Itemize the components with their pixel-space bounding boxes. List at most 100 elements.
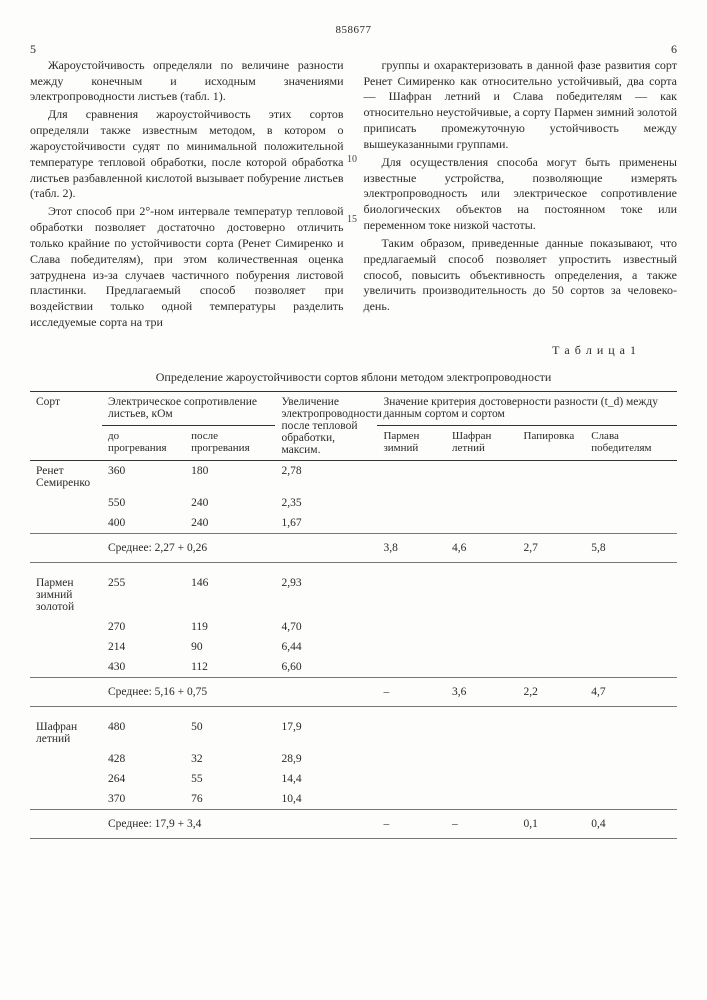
cell-value: 480 — [102, 706, 185, 749]
cell-value: 17,9 — [275, 706, 377, 749]
cell-crit — [377, 493, 446, 513]
cell-crit — [377, 789, 446, 809]
cell-value: 10,4 — [275, 789, 377, 809]
cell-crit — [446, 789, 517, 809]
cell-crit — [377, 637, 446, 657]
cell-sort — [30, 637, 102, 657]
cell-value: 55 — [185, 769, 275, 789]
cell-crit — [446, 706, 517, 749]
cell-crit: 4,7 — [585, 677, 677, 706]
cell-value: 255 — [102, 562, 185, 617]
cell-sort — [30, 769, 102, 789]
cell-crit — [446, 493, 517, 513]
cell-crit — [518, 706, 586, 749]
cell-value: 32 — [185, 749, 275, 769]
cell-crit — [377, 749, 446, 769]
right-column: 6 группы и охарактеризовать в данной фаз… — [364, 42, 678, 333]
cell-value: 270 — [102, 617, 185, 637]
cell-crit — [585, 769, 677, 789]
cell-crit — [377, 513, 446, 533]
cell-value: 240 — [185, 513, 275, 533]
table-row-average: Среднее: 5,16 + 0,75–3,62,24,7 — [30, 677, 677, 706]
cell-sort — [30, 513, 102, 533]
line-number-15: 15 — [347, 214, 357, 225]
cell-crit — [377, 769, 446, 789]
cell-value: 180 — [185, 460, 275, 493]
cell-crit — [446, 617, 517, 637]
cell-avg-label: Среднее: 17,9 + 3,4 — [102, 809, 275, 838]
line-number-10: 10 — [347, 154, 357, 165]
cell-avg-label: Среднее: 2,27 + 0,26 — [102, 533, 275, 562]
cell-crit: 0,4 — [585, 809, 677, 838]
cell-crit — [585, 789, 677, 809]
cell-crit — [377, 657, 446, 677]
cell-value: 2,93 — [275, 562, 377, 617]
cell-crit — [518, 460, 586, 493]
cell-value: 550 — [102, 493, 185, 513]
table-label: Т а б л и ц а 1 — [30, 343, 637, 358]
th-before: до прогревания — [102, 426, 185, 461]
cell-sort — [30, 657, 102, 677]
left-column: 5 Жароустойчивость определяли по величин… — [30, 42, 344, 333]
table-row: 2701194,70 — [30, 617, 677, 637]
table-row: 5502402,35 — [30, 493, 677, 513]
cell-crit — [518, 637, 586, 657]
cell-crit — [377, 706, 446, 749]
cell-value: 146 — [185, 562, 275, 617]
para: Жароустойчивость определяли по величине … — [30, 58, 344, 105]
cell-empty — [275, 533, 377, 562]
cell-empty — [275, 677, 377, 706]
cell-crit — [585, 637, 677, 657]
th-c2: Шафран летний — [446, 426, 517, 461]
cell-value: 240 — [185, 493, 275, 513]
th-inc: Увеличение электропроводности после тепл… — [275, 391, 377, 460]
table-row: Пармен зимний золотой2551462,93 — [30, 562, 677, 617]
cell-crit — [518, 769, 586, 789]
cell-crit — [518, 657, 586, 677]
cell-crit — [585, 513, 677, 533]
para: группы и охарактеризовать в данной фазе … — [364, 58, 678, 153]
cell-crit: 4,6 — [446, 533, 517, 562]
cell-crit — [585, 460, 677, 493]
cell-sort — [30, 493, 102, 513]
data-table: Сорт Электрическое сопротивление листьев… — [30, 391, 677, 839]
cell-crit: – — [377, 677, 446, 706]
cell-value: 2,78 — [275, 460, 377, 493]
cell-crit — [585, 706, 677, 749]
cell-value: 370 — [102, 789, 185, 809]
cell-value: 264 — [102, 769, 185, 789]
cell-crit — [585, 617, 677, 637]
cell-value: 14,4 — [275, 769, 377, 789]
cell-crit: 2,7 — [518, 533, 586, 562]
cell-crit — [377, 617, 446, 637]
table-row: 4301126,60 — [30, 657, 677, 677]
cell-sort: Ренет Семиренко — [30, 460, 102, 493]
th-after: после прогревания — [185, 426, 275, 461]
cell-crit — [446, 769, 517, 789]
cell-value: 28,9 — [275, 749, 377, 769]
cell-crit — [518, 562, 586, 617]
para: Этот способ при 2°-ном интервале темпера… — [30, 204, 344, 331]
cell-crit: 5,8 — [585, 533, 677, 562]
th-c4: Слава победителям — [585, 426, 677, 461]
cell-crit — [518, 749, 586, 769]
table-row: Ренет Семиренко3601802,78 — [30, 460, 677, 493]
th-c1: Пармен зимний — [377, 426, 446, 461]
cell-avg-label: Среднее: 5,16 + 0,75 — [102, 677, 275, 706]
table-row-average: Среднее: 17,9 + 3,4––0,10,4 — [30, 809, 677, 838]
cell-crit — [585, 657, 677, 677]
para: Для сравнения жароустойчивость этих сорт… — [30, 107, 344, 202]
th-c3: Папировка — [518, 426, 586, 461]
cell-sort — [30, 617, 102, 637]
cell-empty — [30, 809, 102, 838]
cell-crit — [518, 513, 586, 533]
cell-crit: 0,1 — [518, 809, 586, 838]
cell-crit: – — [377, 809, 446, 838]
para: Таким образом, приведенные данные показы… — [364, 236, 678, 315]
cell-crit — [446, 657, 517, 677]
cell-value: 90 — [185, 637, 275, 657]
cell-value: 6,60 — [275, 657, 377, 677]
right-col-number: 6 — [671, 42, 677, 58]
table-row: Шафран летний4805017,9 — [30, 706, 677, 749]
text-columns: 5 Жароустойчивость определяли по величин… — [30, 42, 677, 333]
